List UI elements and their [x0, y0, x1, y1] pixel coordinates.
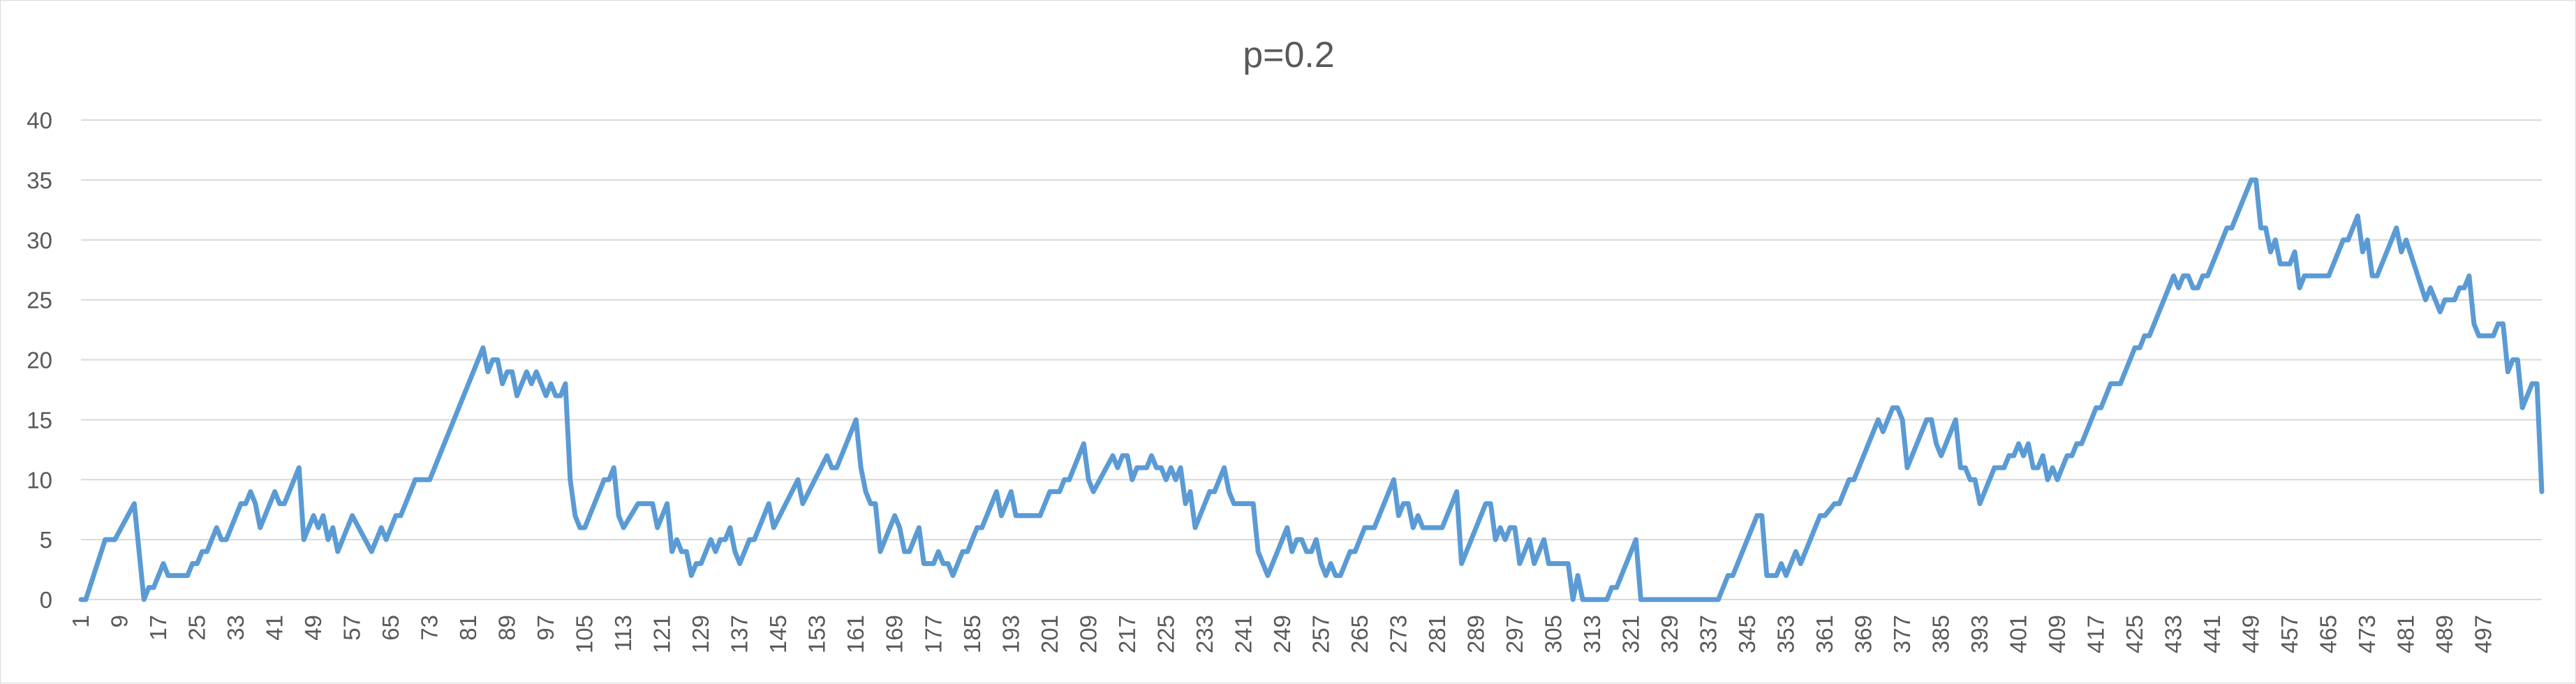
x-tick-label: 289 — [1463, 615, 1488, 653]
x-tick-label: 97 — [533, 615, 558, 641]
x-tick-label: 321 — [1618, 615, 1643, 653]
x-tick-label: 329 — [1657, 615, 1682, 653]
x-tick-label: 257 — [1308, 615, 1333, 653]
y-tick-label: 0 — [40, 587, 52, 613]
x-tick-label: 393 — [1967, 615, 1992, 653]
x-tick-label: 385 — [1928, 615, 1954, 653]
x-tick-label: 281 — [1424, 615, 1450, 653]
x-tick-label: 377 — [1889, 615, 1915, 653]
x-tick-label: 441 — [2199, 615, 2225, 653]
x-tick-label: 137 — [727, 615, 753, 653]
y-tick-label: 20 — [27, 348, 52, 373]
x-tick-label: 169 — [882, 615, 908, 653]
x-tick-label: 417 — [2083, 615, 2109, 653]
x-tick-label: 369 — [1851, 615, 1877, 653]
x-tick-label: 489 — [2431, 615, 2457, 653]
x-tick-label: 313 — [1579, 615, 1605, 653]
series-line — [78, 177, 2545, 602]
x-tick-label: 129 — [688, 615, 713, 653]
x-tick-label: 81 — [455, 615, 481, 641]
x-tick-label: 497 — [2471, 615, 2496, 653]
x-tick-label: 209 — [1075, 615, 1101, 653]
x-tick-label: 409 — [2044, 615, 2070, 653]
x-tick-label: 473 — [2354, 615, 2380, 653]
x-tick-label: 193 — [998, 615, 1023, 653]
x-tick-label: 273 — [1385, 615, 1411, 653]
x-tick-label: 217 — [1114, 615, 1140, 653]
x-tick-label: 121 — [649, 615, 675, 653]
x-tick-label: 177 — [920, 615, 946, 653]
x-tick-label: 481 — [2393, 615, 2419, 653]
y-tick-label: 5 — [40, 527, 52, 553]
x-tick-label: 113 — [610, 615, 636, 652]
x-tick-label: 1 — [68, 615, 94, 627]
x-tick-label: 201 — [1037, 615, 1063, 653]
x-tick-label: 41 — [262, 615, 288, 641]
x-tick-label: 185 — [959, 615, 985, 653]
series-group — [78, 177, 2545, 602]
x-tick-label: 241 — [1230, 615, 1256, 653]
x-tick-label: 233 — [1192, 615, 1217, 653]
y-tick-label: 30 — [27, 228, 52, 253]
x-tick-label: 305 — [1540, 615, 1566, 653]
x-tick-label: 89 — [494, 615, 520, 641]
x-tick-label: 401 — [2006, 615, 2031, 653]
x-tick-label: 17 — [145, 615, 171, 641]
y-tick-label: 40 — [27, 107, 52, 133]
x-tick-label: 297 — [1502, 615, 1527, 653]
x-tick-label: 345 — [1734, 615, 1760, 653]
x-tick-label: 225 — [1153, 615, 1178, 653]
x-tick-label: 73 — [417, 615, 443, 641]
gridlines — [81, 119, 2542, 600]
x-tick-label: 153 — [804, 615, 830, 653]
x-tick-label: 105 — [572, 615, 598, 653]
x-tick-label: 449 — [2238, 615, 2264, 653]
x-tick-label: 65 — [378, 615, 404, 641]
x-tick-label: 425 — [2122, 615, 2147, 653]
x-tick-label: 465 — [2316, 615, 2341, 653]
x-tick-label: 265 — [1347, 615, 1372, 653]
y-tick-label: 25 — [27, 288, 52, 313]
x-tick-label: 9 — [107, 615, 133, 627]
x-tick-label: 57 — [339, 615, 365, 641]
x-tick-label: 145 — [765, 615, 791, 653]
y-tick-label: 10 — [27, 467, 52, 493]
x-tick-label: 337 — [1695, 615, 1721, 653]
x-tick-label: 353 — [1773, 615, 1799, 653]
x-tick-label: 457 — [2277, 615, 2302, 653]
x-tick-label: 25 — [184, 615, 210, 641]
y-tick-label: 35 — [27, 168, 52, 193]
chart-title: p=0.2 — [1243, 35, 1335, 75]
x-tick-label: 49 — [300, 615, 326, 641]
x-tick-label: 161 — [843, 615, 868, 653]
y-tick-label: 15 — [27, 407, 52, 433]
x-tick-label: 249 — [1269, 615, 1295, 653]
x-tick-label: 433 — [2161, 615, 2186, 653]
x-tick-label: 33 — [223, 615, 249, 641]
x-tick-label: 361 — [1812, 615, 1837, 653]
x-axis-tick-labels: 1 9 17 25 33 41 49 57 65 73 81 89 97 105 113 121 129 137 1… — [68, 615, 2496, 653]
y-axis-tick-labels: 0 5 10 15 20 25 30 35 40 — [27, 107, 52, 613]
